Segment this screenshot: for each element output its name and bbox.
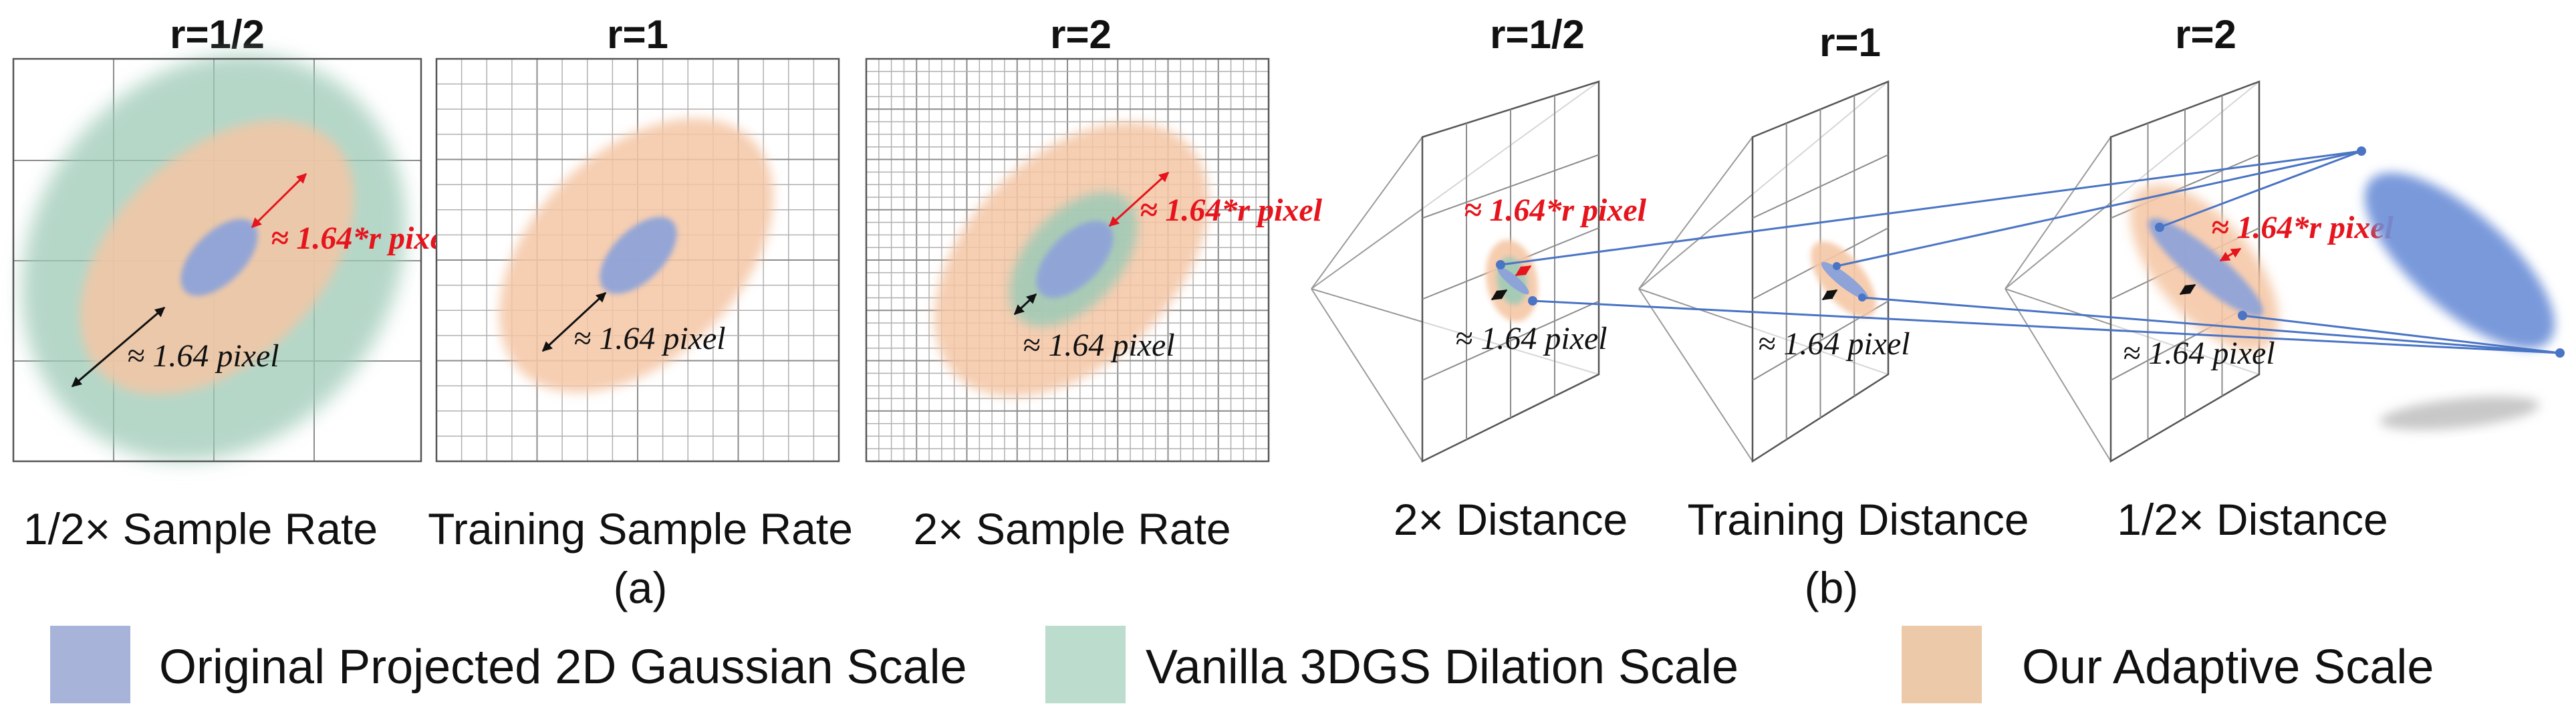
panel-b-letter: (b) (1805, 563, 1859, 612)
gaussian-2d-ellipse (180, 219, 258, 296)
legend-label-gaussian: Original Projected 2D Gaussian Scale (159, 640, 967, 694)
panel-b3-caption: 1/2× Distance (2117, 495, 2388, 544)
panel-a1-frame (12, 57, 422, 463)
panel-a3-title: r=2 (1050, 12, 1112, 57)
legend: Original Projected 2D Gaussian Scale Van… (50, 626, 2434, 703)
dilation-label: ≈ 1.64 pixel (1758, 326, 1910, 362)
dilation-arrow (1013, 293, 1037, 316)
panel-b3: r=2 ≈ 1.64*r pixel ≈ 1.64 pixel 1/2× Dis… (2005, 12, 2394, 544)
dilation-arrow (541, 291, 607, 352)
panel-b2-caption: Training Distance (1687, 495, 2029, 544)
panel-a3: r=2 ≈ 1.64*r pixel ≈ 1.64 pixel 2× Sampl… (865, 12, 1323, 554)
panel-b3-title: r=2 (2175, 12, 2236, 57)
panel-b1-title: r=1/2 (1490, 12, 1585, 57)
legend-label-adaptive: Our Adaptive Scale (2022, 640, 2434, 694)
panel-a-letter: (a) (614, 563, 668, 612)
adaptive-label: ≈ 1.64*r pixel (1464, 193, 1647, 228)
panel-b1-caption: 2× Distance (1394, 495, 1628, 544)
gaussian-2d-ellipse (1036, 221, 1114, 298)
grid-line (1752, 154, 1889, 219)
grid-line (1422, 154, 1599, 219)
adaptive-arrow (251, 172, 307, 229)
panel-a2-caption: Training Sample Rate (428, 504, 853, 554)
adaptive-label: ≈ 1.64*r pixel (271, 221, 454, 256)
dilation-label: ≈ 1.64 pixel (1455, 321, 1607, 356)
dilation-label: ≈ 1.64 pixel (1023, 328, 1175, 363)
legend-swatch-gaussian (50, 626, 130, 703)
gaussian-3d-ellipsoid (2364, 172, 2555, 349)
adaptive-label: ≈ 1.64*r pixel (1140, 193, 1323, 228)
gaussian-2d-ellipse (2148, 218, 2263, 317)
adaptive-label: ≈ 1.64*r pixel (2211, 210, 2394, 245)
adaptive-arrow (1515, 265, 1532, 277)
panel-a1-caption: 1/2× Sample Rate (23, 504, 378, 554)
adaptive-arrow (2219, 247, 2242, 262)
panel-a2-frame (435, 57, 840, 463)
legend-label-dilation: Vanilla 3DGS Dilation Scale (1146, 640, 1738, 694)
dilation-arrow (2179, 283, 2196, 295)
dilation-label: ≈ 1.64 pixel (2123, 336, 2275, 371)
dilation-arrow (71, 306, 166, 388)
projection-rays (1496, 146, 2565, 358)
gaussian-2d-ellipse (600, 217, 677, 294)
panel-a2-title: r=1 (607, 12, 668, 57)
panel-a1-title: r=1/2 (170, 12, 265, 57)
panel-a1: r=1/2 ≈ 1.64*r pixel ≈ 1.64 pixel 1/2× S… (12, 12, 454, 554)
dilation-label: ≈ 1.64 pixel (127, 338, 279, 374)
adaptive-arrow (1108, 171, 1170, 227)
gaussian-2d-ellipse (1821, 261, 1869, 300)
grid-line (1422, 300, 1599, 381)
panel-a3-frame (865, 57, 1270, 463)
dilation-arrow (1491, 289, 1508, 301)
panel-a3-caption: 2× Sample Rate (913, 504, 1231, 554)
gaussian-3d (2364, 172, 2555, 431)
panel-b2-title: r=1 (1819, 20, 1881, 65)
dilation-label: ≈ 1.64 pixel (573, 321, 726, 356)
dilation-arrow (1821, 289, 1838, 301)
panel-b2: r=1 ≈ 1.64 pixel Training Distance (1638, 20, 2029, 544)
gaussian-2d-ellipse (1497, 267, 1529, 295)
legend-swatch-dilation (1045, 626, 1126, 703)
legend-swatch-adaptive (1902, 626, 1982, 703)
panel-a2: r=1 ≈ 1.64 pixel Training Sample Rate (428, 12, 853, 554)
panel-b1: r=1/2 ≈ 1.64*r pixel ≈ 1.64 pixel 2× Dis… (1311, 12, 1647, 544)
gaussian-3d-shadow (2379, 396, 2540, 431)
